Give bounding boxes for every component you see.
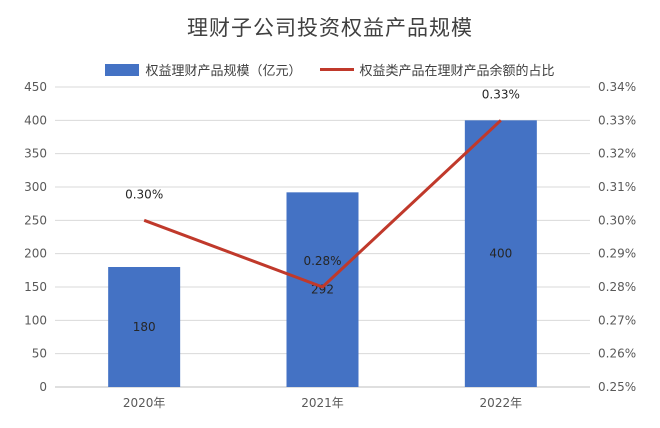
bar bbox=[464, 120, 537, 387]
y-right-tick-label: 0.32% bbox=[598, 147, 636, 161]
y-right-tick-label: 0.25% bbox=[598, 380, 636, 394]
legend: 权益理财产品规模（亿元） 权益类产品在理财产品余额的占比 bbox=[0, 60, 660, 79]
y-left-tick-label: 300 bbox=[24, 180, 47, 194]
legend-swatch-bar bbox=[105, 63, 140, 76]
y-left-tick-label: 350 bbox=[24, 147, 47, 161]
x-tick-label: 2020年 bbox=[123, 396, 166, 410]
y-right-tick-label: 0.27% bbox=[598, 313, 636, 327]
y-right-tick-label: 0.28% bbox=[598, 280, 636, 294]
bar-data-label: 400 bbox=[489, 247, 512, 261]
y-right-tick-label: 0.26% bbox=[598, 347, 636, 361]
y-left-tick-label: 200 bbox=[24, 247, 47, 261]
bar-data-label: 180 bbox=[133, 320, 156, 334]
legend-swatch-line bbox=[319, 68, 354, 71]
y-left-tick-label: 450 bbox=[24, 80, 47, 94]
legend-item-bar: 权益理财产品规模（亿元） bbox=[105, 60, 302, 79]
bar bbox=[286, 192, 359, 387]
y-right-tick-label: 0.29% bbox=[598, 247, 636, 261]
chart-title: 理财子公司投资权益产品规模 bbox=[187, 16, 473, 40]
x-tick-label: 2021年 bbox=[301, 396, 344, 410]
y-left-tick-label: 50 bbox=[32, 347, 47, 361]
line-data-label: 0.28% bbox=[303, 254, 341, 268]
x-tick-label: 2022年 bbox=[480, 396, 523, 410]
y-left-tick-label: 400 bbox=[24, 113, 47, 127]
bar bbox=[108, 267, 181, 387]
series-line bbox=[143, 119, 502, 289]
legend-label-bar: 权益理财产品规模（亿元） bbox=[145, 64, 302, 79]
line-data-label: 0.30% bbox=[125, 187, 163, 201]
legend-label-line: 权益类产品在理财产品余额的占比 bbox=[359, 64, 555, 79]
legend-item-line: 权益类产品在理财产品余额的占比 bbox=[319, 60, 555, 79]
y-right-tick-label: 0.33% bbox=[598, 113, 636, 127]
y-left-tick-label: 0 bbox=[39, 380, 47, 394]
y-left-tick-label: 100 bbox=[24, 313, 47, 327]
line-data-label: 0.33% bbox=[482, 87, 520, 101]
y-right-tick-label: 0.34% bbox=[598, 80, 636, 94]
y-left-tick-label: 250 bbox=[24, 213, 47, 227]
y-right-tick-label: 0.30% bbox=[598, 213, 636, 227]
y-left-tick-label: 150 bbox=[24, 280, 47, 294]
y-right-tick-label: 0.31% bbox=[598, 180, 636, 194]
